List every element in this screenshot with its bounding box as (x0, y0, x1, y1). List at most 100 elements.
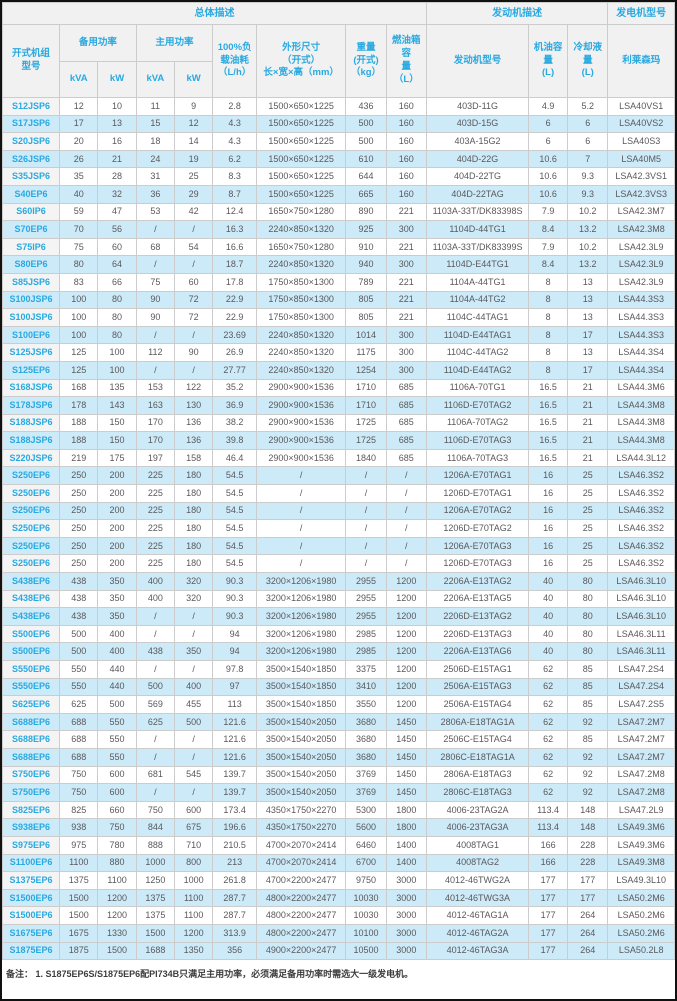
model-link[interactable]: S168JSP6 (1, 378, 61, 398)
model-link[interactable]: S75IP6 (1, 237, 61, 257)
model-link[interactable]: S938EP6 (1, 818, 61, 837)
model-link[interactable]: S40EP6 (1, 184, 61, 204)
model-link[interactable]: S100JSP6 (1, 290, 61, 310)
model-link[interactable]: S825EP6 (1, 800, 61, 820)
cell: / (173, 747, 214, 767)
cell: 500 (59, 624, 99, 644)
cell: 1400 (385, 853, 427, 873)
model-link[interactable]: S1100EP6 (1, 853, 61, 873)
model-link[interactable]: S550EP6 (1, 660, 61, 679)
model-link[interactable]: S500EP6 (1, 624, 61, 644)
model-link[interactable]: S188JSP6 (1, 431, 61, 450)
model-link[interactable]: S178JSP6 (1, 396, 61, 415)
cell: 5300 (345, 800, 387, 820)
model-link[interactable]: S188JSP6 (1, 413, 61, 433)
model-link[interactable]: S250EP6 (1, 501, 61, 521)
model-link[interactable]: S100EP6 (1, 325, 61, 345)
cell: 3000 (385, 906, 427, 925)
model-link[interactable]: S1500EP6 (1, 906, 61, 925)
table-row: S688EP6 688 550//121.6 3500×1540×2050 3680 14… (1, 730, 675, 749)
cell: LSA44.3M8 (607, 413, 675, 433)
model-link[interactable]: S688EP6 (1, 712, 61, 732)
cell: 10030 (345, 888, 387, 908)
model-link[interactable]: S1375EP6 (1, 871, 61, 890)
cell: LSA42.3M8 (607, 220, 675, 239)
table-row: S100JSP6 100 80 90 72 22.9 1750×850×1300 805 221… (1, 308, 675, 327)
model-link[interactable]: S100JSP6 (1, 308, 61, 327)
cell: 62 (528, 747, 569, 767)
model-link[interactable]: S70EP6 (1, 220, 61, 239)
cell: 17.8 (212, 272, 257, 292)
model-link[interactable]: S250EP6 (1, 554, 61, 574)
cell: 21 (97, 149, 137, 169)
model-link[interactable]: S250EP6 (1, 484, 61, 503)
cell: 10.6 (528, 149, 569, 169)
cell: 250 (59, 484, 99, 503)
model-link[interactable]: S20JSP6 (1, 132, 61, 151)
model-link[interactable]: S80EP6 (1, 255, 61, 274)
cell: 5.2 (567, 97, 609, 116)
model-link[interactable]: S500EP6 (1, 642, 61, 661)
cell: 62 (528, 660, 569, 679)
cell: 90 (173, 343, 214, 362)
model-link[interactable]: S625EP6 (1, 695, 61, 714)
model-link[interactable]: S125EP6 (1, 360, 61, 380)
cell: 1104C-44TAG2 (425, 343, 530, 362)
cell: 8 (528, 290, 569, 310)
cell: 94 (212, 624, 257, 644)
cell: 94 (212, 642, 257, 661)
cell: 16 (528, 466, 569, 486)
model-link[interactable]: S12JSP6 (1, 97, 61, 116)
model-link[interactable]: S85JSP6 (1, 272, 61, 292)
cell: 1175 (345, 343, 387, 362)
table-row: S1100EP6 1100 880 1000 800 213 4700×2070×2414 6… (1, 853, 675, 873)
model-link[interactable]: S220JSP6 (1, 448, 61, 468)
cell: 2206A-E13TAG6 (425, 642, 530, 661)
spec-table: 总体描述 发动机描述 发电机型号 开式机组 型号 备用功率 主用功率 100%负… (1, 2, 675, 961)
model-link[interactable]: S125JSP6 (1, 343, 61, 362)
model-link[interactable]: S688EP6 (1, 730, 61, 749)
model-link[interactable]: S438EP6 (1, 589, 61, 609)
model-link[interactable]: S750EP6 (1, 765, 61, 785)
cell: LSA44.3M8 (607, 396, 675, 415)
cell: 2506A-E15TAG3 (425, 677, 530, 697)
model-link[interactable]: S975EP6 (1, 835, 61, 855)
cell: 660 (97, 800, 137, 820)
model-link[interactable]: S1675EP6 (1, 923, 61, 943)
model-link[interactable]: S35JSP6 (1, 167, 61, 186)
cell: 4350×1750×2270 (255, 818, 347, 837)
cell: 4012-46TAG1A (425, 906, 530, 925)
cell: 550 (97, 747, 137, 767)
cell: 8 (528, 343, 569, 362)
cell: 3500×1540×2050 (255, 730, 347, 749)
cell: 80 (567, 624, 609, 644)
table-row: S250EP6 250 200 225 180 54.5///1206A-E70TAG1 1… (1, 466, 675, 486)
model-link[interactable]: S688EP6 (1, 747, 61, 767)
model-link[interactable]: S1875EP6 (1, 941, 61, 961)
model-link[interactable]: S438EP6 (1, 572, 61, 591)
model-link[interactable]: S438EP6 (1, 607, 61, 626)
cell: 665 (345, 184, 387, 204)
model-link[interactable]: S26JSP6 (1, 149, 61, 169)
model-link[interactable]: S250EP6 (1, 536, 61, 556)
cell: 1200 (385, 624, 427, 644)
cell: 1800 (385, 818, 427, 837)
cell: LSA46.3S2 (607, 554, 675, 574)
cell: LSA40VS2 (607, 114, 675, 134)
model-link[interactable]: S17JSP6 (1, 114, 61, 134)
cell: 910 (345, 237, 387, 257)
cell: 2206A-E13TAG5 (425, 589, 530, 609)
model-link[interactable]: S1500EP6 (1, 888, 61, 908)
col-header-engine-model: 发动机型号 (425, 24, 530, 98)
cell: 3500×1540×2050 (255, 712, 347, 732)
cell: / (255, 536, 347, 556)
model-link[interactable]: S750EP6 (1, 783, 61, 802)
cell: 455 (173, 695, 214, 714)
model-link[interactable]: S250EP6 (1, 466, 61, 486)
cell: LSA46.3S2 (607, 501, 675, 521)
cell: 221 (385, 272, 427, 292)
model-link[interactable]: S250EP6 (1, 519, 61, 538)
cell: 3500×1540×2050 (255, 765, 347, 785)
model-link[interactable]: S550EP6 (1, 677, 61, 697)
model-link[interactable]: S60IP6 (1, 202, 61, 222)
